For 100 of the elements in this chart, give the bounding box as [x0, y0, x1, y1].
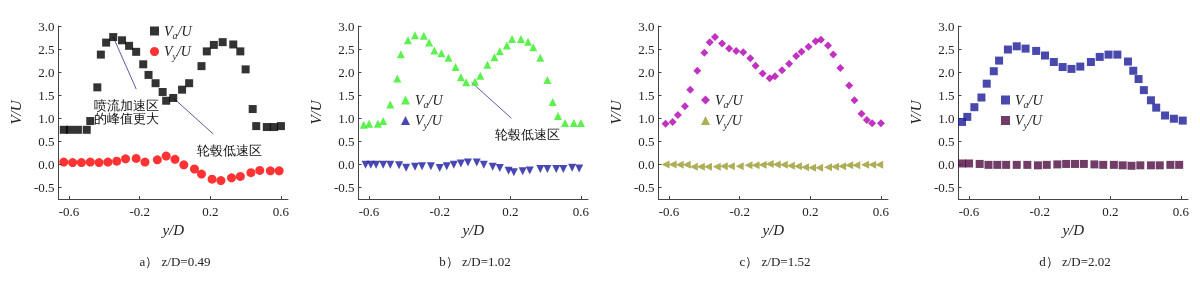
y-tick-label: 0.0: [938, 156, 955, 172]
point: [1090, 160, 1099, 169]
point: [1012, 160, 1021, 169]
y-tick-label: 2.5: [638, 41, 655, 57]
point: [125, 41, 134, 50]
point: [471, 77, 480, 86]
point: [700, 48, 709, 57]
point: [132, 47, 141, 56]
point: [758, 160, 767, 169]
point: [857, 109, 866, 118]
point: [831, 162, 840, 171]
point: [102, 38, 111, 47]
point: [982, 79, 991, 88]
point: [1109, 160, 1118, 169]
point: [739, 48, 748, 57]
point: [131, 153, 141, 163]
y-tick-label: 0.5: [38, 133, 55, 149]
point: [410, 31, 419, 40]
point: [1003, 45, 1012, 54]
point: [779, 160, 788, 169]
point: [1175, 160, 1184, 169]
point: [229, 40, 238, 49]
point: [518, 167, 527, 176]
y-tick-label: 3.0: [938, 18, 955, 34]
point: [1042, 160, 1051, 169]
point: [456, 73, 465, 82]
text: d） z/D=2.02: [1039, 254, 1111, 269]
point: [751, 61, 760, 70]
point: [792, 51, 801, 60]
point: [861, 160, 870, 169]
point: [710, 33, 719, 42]
point: [668, 117, 677, 126]
y-tick-label: 0.0: [338, 156, 355, 172]
x-tick-label: -0.6: [958, 204, 980, 219]
point: [1123, 57, 1132, 66]
point: [437, 49, 446, 58]
point: [569, 118, 578, 127]
point: [661, 160, 670, 169]
y-tick-label: 0.0: [38, 156, 55, 172]
point: [1086, 57, 1095, 66]
point: [816, 35, 825, 44]
point: [1146, 96, 1155, 105]
point: [523, 37, 532, 46]
point: [808, 163, 817, 172]
point: [703, 162, 712, 171]
point: [993, 160, 1002, 169]
point: [1023, 160, 1032, 169]
point: [1136, 161, 1145, 170]
point: [965, 159, 974, 168]
point: [197, 169, 206, 179]
point: [536, 53, 545, 62]
y-tick-label: 1.0: [338, 110, 355, 126]
point: [696, 162, 705, 171]
y-axis-title: V/U: [607, 99, 624, 125]
point: [109, 33, 118, 42]
point: [189, 164, 199, 174]
point: [442, 162, 451, 171]
point: [1129, 66, 1138, 75]
point: [379, 117, 388, 126]
point: [393, 74, 402, 83]
point: [1079, 159, 1088, 168]
point: [65, 125, 74, 134]
text: c） z/D=1.52: [739, 254, 811, 269]
point: [218, 38, 227, 47]
point: [495, 164, 504, 173]
point: [509, 168, 518, 177]
y-tick-label: 2.5: [338, 41, 355, 57]
point: [121, 154, 131, 164]
point: [705, 38, 714, 47]
point: [365, 119, 374, 128]
point: [746, 54, 755, 63]
point: [771, 72, 780, 81]
point: [1127, 161, 1136, 170]
point: [1139, 86, 1148, 95]
point: [410, 162, 419, 171]
point: [661, 119, 670, 128]
point: [252, 122, 261, 131]
x-tick-label: -0.2: [729, 204, 750, 219]
y-tick-label: 2.0: [938, 64, 955, 80]
point: [785, 59, 794, 68]
y-tick-label: 2.5: [38, 41, 55, 57]
point: [995, 56, 1004, 65]
point: [179, 160, 189, 170]
point: [726, 162, 735, 171]
point: [1178, 116, 1187, 125]
point: [197, 62, 206, 71]
y-tick-label: 1.0: [38, 110, 55, 126]
point: [561, 118, 570, 127]
point: [680, 102, 689, 111]
point: [543, 75, 552, 84]
point: [823, 163, 832, 172]
point: [403, 36, 412, 45]
point: [793, 162, 802, 171]
x-tick-label: -0.2: [429, 204, 450, 219]
point: [682, 160, 691, 169]
x-tick-label: 0.2: [202, 204, 219, 219]
point: [265, 166, 275, 176]
x-tick-label: 0.2: [502, 204, 519, 219]
point: [112, 156, 122, 166]
point: [276, 122, 285, 131]
